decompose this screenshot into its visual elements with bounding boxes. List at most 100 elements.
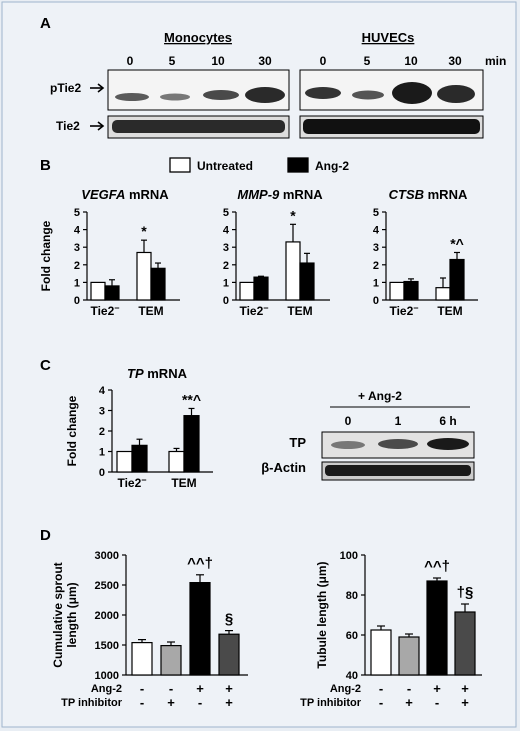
- significance-marker: *: [290, 207, 296, 223]
- condition-tp-sign: +: [167, 695, 175, 710]
- y-tick-label: 4: [74, 225, 81, 237]
- time-unit: min: [485, 54, 506, 68]
- y-tick-label: 3: [223, 242, 229, 254]
- panel-b: B Untreated Ang-2 VEGFA mRNA 0 1 2 3 4 5 Fold c…: [39, 157, 478, 318]
- bar: [398, 636, 420, 676]
- panel-c: C TP mRNA 0 1 2 3 4 Fold change Tie2− TEM **^ + A…: [40, 357, 475, 490]
- significance-marker: ^^†: [187, 555, 213, 572]
- panel-d: D 1000 1500 2000 2500 3000 Cumulative sprout l…: [40, 527, 482, 710]
- y-axis-label: Fold change: [65, 395, 79, 466]
- y-tick-label: 3: [373, 242, 379, 254]
- legend-swatch-ang2: [287, 157, 309, 173]
- y-tick-label: 3000: [95, 550, 119, 562]
- blot-time-6h: 6 h: [439, 414, 456, 428]
- significance-marker: *: [141, 223, 147, 239]
- blot-treatment-label: + Ang-2: [358, 389, 402, 403]
- y-tick-label: 2: [373, 260, 379, 272]
- bar-ang2: [150, 267, 166, 301]
- bar: [370, 629, 392, 676]
- condition-tp-sign: +: [405, 695, 413, 710]
- bar-untreated: [136, 251, 152, 301]
- blot-row-label-ptie2: pTie2: [50, 81, 81, 95]
- condition-ang2-sign: -: [379, 681, 383, 696]
- x-tick-label: TEM: [171, 476, 196, 490]
- bar: [189, 581, 211, 676]
- y-tick-label: 2: [74, 260, 80, 272]
- legend-label-ang2: Ang-2: [315, 159, 349, 173]
- bar-untreated: [90, 281, 106, 301]
- group-label-huvecs: HUVECs: [362, 30, 415, 45]
- y-tick-label: 1000: [95, 670, 119, 682]
- bar: [426, 580, 448, 676]
- y-axis-label: Fold change: [39, 220, 53, 291]
- y-tick-label: 40: [346, 670, 358, 682]
- blot-monocytes-ptie2: [107, 69, 290, 111]
- group-label-monocytes: Monocytes: [164, 30, 232, 45]
- bar-ang2: [131, 444, 148, 473]
- time-label-m30: 30: [258, 54, 272, 68]
- y-tick-label: 1500: [95, 640, 119, 652]
- x-tick-label: Tie2−: [239, 303, 268, 318]
- bar-ang2: [253, 276, 269, 301]
- chart-ctsb-mrna: CTSB mRNA 0 1 2 3 4 5 Tie2− TEM *^: [373, 187, 478, 318]
- chart-sprout-length: 1000 1500 2000 2500 3000 Cumulative sprout len…: [51, 550, 248, 710]
- y-tick-label: 4: [223, 225, 230, 237]
- legend-label-untreated: Untreated: [197, 159, 253, 173]
- legend-swatch-untreated: [169, 157, 191, 173]
- y-axis-label: Cumulative sprout: [51, 562, 65, 667]
- significance-marker: §: [225, 611, 233, 628]
- bar: [218, 633, 240, 676]
- bar-untreated: [435, 287, 451, 301]
- blot-row-label-actin: β-Actin: [261, 460, 306, 475]
- condition-tp-sign: -: [379, 695, 383, 710]
- condition-ang2-sign: +: [196, 681, 204, 696]
- chart-vegfa-mrna: VEGFA mRNA 0 1 2 3 4 5 Fold change Tie2− TEM *: [39, 187, 180, 318]
- y-tick-label: 3: [74, 242, 80, 254]
- time-label-m10: 10: [211, 54, 225, 68]
- y-tick-label: 0: [99, 467, 105, 479]
- blot-monocytes-tie2: [107, 115, 290, 139]
- y-tick-label: 5: [373, 207, 379, 219]
- time-label-m5: 5: [169, 54, 176, 68]
- blot-row-label-tie2: Tie2: [56, 119, 80, 133]
- y-tick-label: 80: [346, 590, 358, 602]
- chart-title: CTSB mRNA: [389, 187, 468, 202]
- condition-tp-sign: -: [435, 695, 439, 710]
- x-tick-label: Tie2−: [117, 475, 146, 490]
- y-axis-label: Tubule length (μm): [315, 561, 329, 668]
- x-tick-label: Tie2−: [389, 303, 418, 318]
- blot-row-label-tp: TP: [289, 435, 306, 450]
- condition-ang2-sign: +: [225, 681, 233, 696]
- condition-ang2-sign: -: [140, 681, 144, 696]
- legend: Untreated Ang-2: [169, 157, 349, 173]
- x-tick-label: TEM: [138, 304, 163, 318]
- y-tick-label: 4: [99, 385, 106, 397]
- x-tick-label: TEM: [437, 304, 462, 318]
- x-tick-label: Tie2−: [90, 303, 119, 318]
- chart-mmp9-mrna: MMP-9 mRNA 0 1 2 3 4 5 Tie2− TEM *: [223, 187, 330, 318]
- y-tick-label: 0: [223, 295, 229, 307]
- condition-row-label-tp-inhibitor: TP inhibitor: [300, 697, 362, 709]
- y-tick-label: 4: [373, 225, 380, 237]
- y-tick-label: 5: [223, 207, 229, 219]
- condition-ang2-sign: +: [461, 681, 469, 696]
- panel-label-c: C: [40, 357, 51, 374]
- condition-row-label-ang2: Ang-2: [91, 683, 122, 695]
- time-label-h10: 10: [404, 54, 418, 68]
- time-label-h30: 30: [448, 54, 462, 68]
- y-tick-label: 1: [74, 277, 80, 289]
- significance-marker: *^: [450, 235, 464, 251]
- y-axis-label: length (μm): [65, 582, 79, 647]
- chart-title: VEGFA mRNA: [81, 187, 169, 202]
- bar-untreated: [239, 281, 255, 301]
- arrow-icon: [90, 83, 105, 93]
- y-tick-label: 2000: [95, 610, 119, 622]
- panel-label-a: A: [40, 15, 51, 32]
- y-tick-label: 100: [340, 550, 358, 562]
- bar-untreated: [389, 281, 405, 301]
- chart-title: TP mRNA: [127, 366, 188, 381]
- condition-ang2-sign: -: [169, 681, 173, 696]
- bar-ang2: [183, 415, 200, 473]
